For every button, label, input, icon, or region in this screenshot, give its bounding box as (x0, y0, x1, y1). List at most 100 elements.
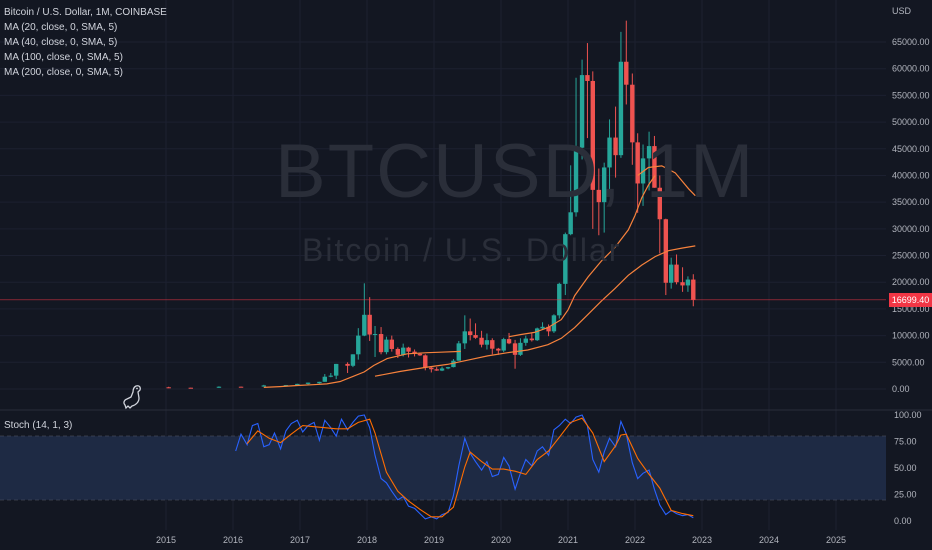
candle-body (445, 367, 451, 369)
time-tick-label: 2015 (156, 535, 176, 545)
candle-body (680, 282, 685, 286)
price-tick-label: 0.00 (892, 384, 910, 394)
currency-label: USD (892, 6, 912, 16)
candle-body (322, 376, 327, 382)
candle-body (496, 348, 501, 351)
time-tick-label: 2021 (558, 535, 578, 545)
candle-body (546, 326, 551, 332)
time-tick-label: 2024 (759, 535, 779, 545)
candle-body (479, 337, 484, 345)
candle-body (295, 383, 300, 386)
candle-body (657, 187, 662, 220)
candle-body (484, 340, 490, 345)
price-tick-label: 20000.00 (892, 277, 930, 287)
candle-body (473, 335, 478, 338)
candle-body (317, 381, 322, 384)
candle-body (663, 219, 669, 283)
stoch-indicator-label[interactable]: Stoch (14, 1, 3) (4, 420, 73, 431)
tradingview-dino-logo-icon[interactable] (122, 384, 144, 410)
stoch-tick-label: 50.00 (894, 463, 917, 473)
candle-body (585, 75, 590, 81)
candle-body (417, 353, 423, 356)
candle-body (534, 328, 540, 341)
candle-body (400, 347, 406, 355)
indicator-ma-20[interactable]: MA (20, close, 0, SMA, 5) (4, 22, 118, 33)
candle-body (579, 75, 585, 148)
candle-body (523, 338, 528, 343)
price-tick-label: 55000.00 (892, 90, 930, 100)
candle-body (646, 146, 652, 159)
stoch-tick-label: 75.00 (894, 437, 917, 447)
time-tick-label: 2018 (357, 535, 377, 545)
moving-averages (263, 165, 696, 388)
candle-body (345, 363, 350, 366)
candle-body (412, 351, 417, 354)
candle-body (283, 385, 289, 387)
price-tick-label: 65000.00 (892, 37, 930, 47)
price-tick-label: 40000.00 (892, 170, 930, 180)
ma-line (508, 175, 656, 338)
stoch-tick-label: 0.00 (894, 516, 912, 526)
candle-body (429, 367, 434, 370)
candle-body (635, 142, 640, 184)
stoch-axis-ticks: 100.00 75.00 50.00 25.00 0.00 (894, 410, 922, 526)
candle-body (490, 340, 495, 349)
candle-body (618, 61, 624, 156)
candle-body (188, 387, 193, 389)
stoch-lines (235, 414, 694, 520)
symbol-title[interactable]: Bitcoin / U.S. Dollar, 1M, COINBASE (4, 7, 167, 18)
candle-body (601, 167, 607, 203)
price-tick-label: 60000.00 (892, 64, 930, 74)
candle-body (406, 347, 411, 352)
candle-body (590, 80, 595, 190)
ma-line (637, 165, 696, 197)
candle-body (328, 375, 334, 377)
candle-body (506, 339, 512, 344)
candle-body (389, 339, 394, 349)
price-tick-label: 45000.00 (892, 144, 930, 154)
candle-body (691, 279, 696, 300)
candle-body (333, 363, 339, 376)
indicator-ma-100[interactable]: MA (100, close, 0, SMA, 5) (4, 52, 123, 63)
watermark-name: Bitcoin / U.S. Dollar (302, 232, 622, 268)
time-tick-label: 2017 (290, 535, 310, 545)
price-axis-ticks: 65000.00 60000.00 55000.00 50000.00 45000.00… (892, 37, 930, 394)
candle-body (305, 382, 311, 384)
ma-line (374, 245, 696, 377)
time-tick-label: 2022 (625, 535, 645, 545)
candle-body (501, 339, 506, 351)
price-tick-label: 25000.00 (892, 251, 930, 261)
time-axis-ticks: 2015 2016 2017 2018 2019 2020 2021 2022 2023 2024… (156, 535, 846, 545)
price-tick-label: 5000.00 (892, 357, 925, 367)
legend: Bitcoin / U.S. Dollar, 1M, COINBASE MA (… (4, 5, 167, 80)
candle-body (596, 189, 602, 203)
candle-body (674, 264, 679, 283)
candle-body (395, 348, 401, 355)
candle-body (356, 335, 361, 355)
candle-body (261, 385, 267, 387)
candle-body (607, 137, 612, 168)
candle-body (384, 339, 389, 353)
candle-body (624, 61, 629, 85)
ma-line (263, 350, 461, 388)
candle-body (529, 338, 535, 341)
price-tick-label: 15000.00 (892, 304, 930, 314)
candle-body (518, 342, 523, 355)
stoch-k-line (235, 414, 694, 520)
stoch-band (0, 436, 886, 500)
time-tick-label: 2020 (491, 535, 511, 545)
candle-body (378, 334, 384, 353)
candle-body (573, 147, 579, 213)
indicator-ma-200[interactable]: MA (200, close, 0, SMA, 5) (4, 67, 123, 78)
stoch-d-line (246, 417, 694, 518)
candle-body (238, 386, 244, 388)
time-tick-label: 2019 (424, 535, 444, 545)
current-price-tag: 16699.40 (889, 293, 932, 307)
candle-body (216, 386, 222, 388)
indicator-ma-40[interactable]: MA (40, close, 0, SMA, 5) (4, 37, 118, 48)
candle-body (367, 314, 372, 335)
candle-body (467, 331, 473, 336)
candle-body (451, 360, 456, 368)
candle-body (630, 84, 635, 143)
